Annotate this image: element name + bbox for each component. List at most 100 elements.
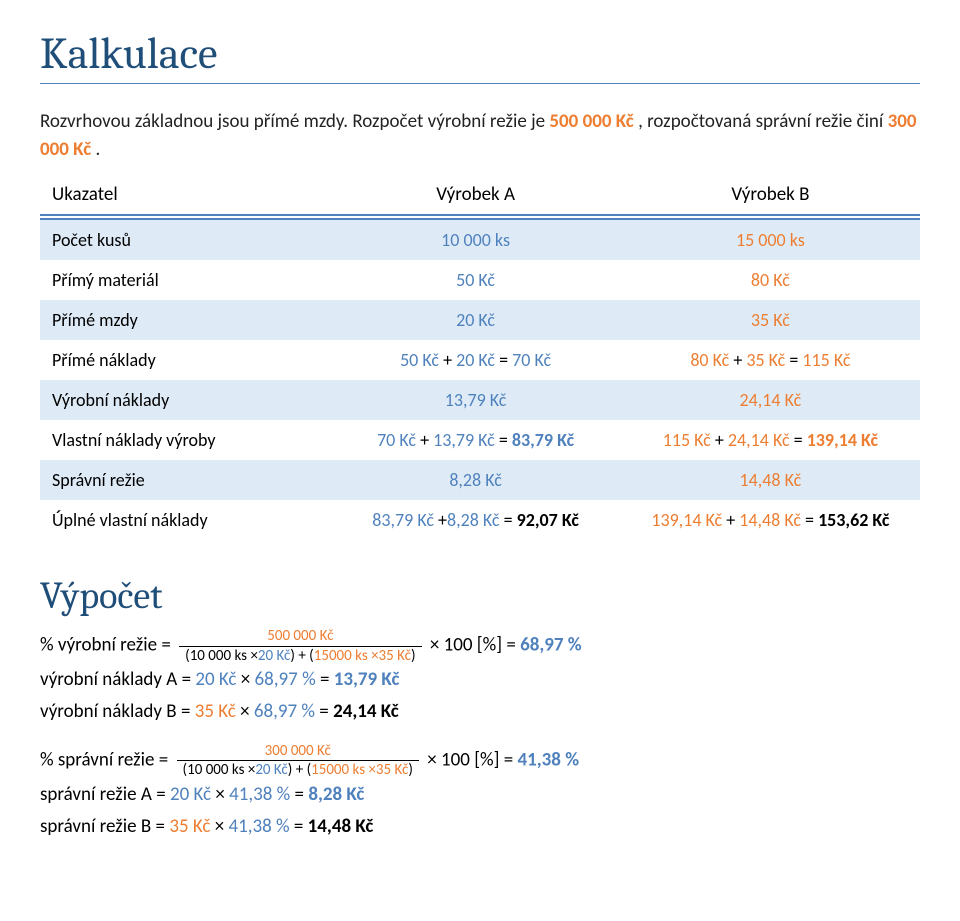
txt: ) + ( bbox=[288, 761, 311, 779]
fraction-denominator: (10 000 ks ×20 Kč) + (15000 ks ×35 Kč) bbox=[179, 647, 421, 665]
op: = bbox=[495, 349, 512, 371]
op: + bbox=[729, 349, 746, 371]
page-title: Kalkulace bbox=[40, 28, 920, 84]
calc-line: % výrobní režie = 500 000 Kč (10 000 ks … bbox=[40, 628, 920, 664]
intro-text: , rozpočtovaná správní režie činí bbox=[638, 110, 888, 133]
row-label: Přímý materiál bbox=[40, 260, 330, 300]
val: 83,79 Kč bbox=[512, 429, 574, 451]
cell: 50 Kč + 20 Kč = 70 Kč bbox=[330, 340, 620, 380]
op: = bbox=[500, 509, 517, 531]
fraction-denominator: (10 000 ks ×20 Kč) + (15000 ks ×35 Kč) bbox=[177, 761, 419, 779]
val: 20 Kč bbox=[456, 349, 495, 371]
calc-rhs: × 100 [%] = bbox=[430, 634, 520, 657]
calculation-block: % výrobní režie = 500 000 Kč (10 000 ks … bbox=[40, 628, 920, 843]
table-row: Správní režie 8,28 Kč 14,48 Kč bbox=[40, 460, 920, 500]
txt: 20 Kč bbox=[195, 668, 236, 691]
txt: × bbox=[210, 815, 228, 838]
cell: 83,79 Kč +8,28 Kč = 92,07 Kč bbox=[330, 500, 620, 540]
op: = bbox=[790, 429, 807, 451]
table-row: Počet kusů 10 000 ks 15 000 ks bbox=[40, 219, 920, 260]
header-ukazatel: Ukazatel bbox=[40, 181, 330, 215]
val: 139,14 Kč bbox=[651, 509, 722, 531]
cell: 80 Kč bbox=[621, 260, 920, 300]
txt: 20 Kč bbox=[258, 647, 290, 665]
row-label: Vlastní náklady výroby bbox=[40, 420, 330, 460]
intro-amount-1: 500 000 Kč bbox=[549, 110, 633, 133]
txt: × bbox=[250, 647, 257, 665]
txt: 35 Kč bbox=[169, 815, 210, 838]
row-label: Počet kusů bbox=[40, 219, 330, 260]
vypocet-title: Výpočet bbox=[40, 574, 920, 618]
val: 8,28 Kč bbox=[447, 509, 500, 531]
cell: 10 000 ks bbox=[330, 219, 620, 260]
txt: = bbox=[316, 668, 334, 691]
txt: výrobní náklady A = bbox=[40, 668, 195, 691]
row-label: Výrobní náklady bbox=[40, 380, 330, 420]
table-header: Ukazatel Výrobek A Výrobek B bbox=[40, 181, 920, 215]
cell: 80 Kč + 35 Kč = 115 Kč bbox=[621, 340, 920, 380]
txt: 68,97 % bbox=[255, 668, 316, 691]
intro-text: Rozvrhovou základnou jsou přímé mzdy. Ro… bbox=[40, 110, 549, 133]
op: = bbox=[495, 429, 512, 451]
calc-line: % správní režie = 300 000 Kč (10 000 ks … bbox=[40, 743, 920, 779]
calc-line: výrobní náklady A = 20 Kč × 68,97 % = 13… bbox=[40, 664, 920, 696]
op: + bbox=[434, 509, 447, 531]
txt: 41,38 % bbox=[229, 783, 290, 806]
row-label: Úplné vlastní náklady bbox=[40, 500, 330, 540]
cell: 15 000 ks bbox=[621, 219, 920, 260]
op: + bbox=[722, 509, 739, 531]
row-label: Správní režie bbox=[40, 460, 330, 500]
val: 115 Kč bbox=[802, 349, 850, 371]
txt: × bbox=[236, 668, 254, 691]
fraction-numerator: 300 000 Kč bbox=[177, 743, 419, 762]
val: 70 Kč bbox=[512, 349, 551, 371]
row-label: Přímé mzdy bbox=[40, 300, 330, 340]
txt: výrobní náklady B = bbox=[40, 700, 195, 723]
txt: = bbox=[315, 700, 333, 723]
val: 50 Kč bbox=[400, 349, 439, 371]
kalkulation-table: Ukazatel Výrobek A Výrobek B Počet kusů … bbox=[40, 181, 920, 540]
txt: 41,38 % bbox=[228, 815, 289, 838]
table-row: Vlastní náklady výroby 70 Kč + 13,79 Kč … bbox=[40, 420, 920, 460]
val: 83,79 Kč bbox=[372, 509, 434, 531]
cell: 35 Kč bbox=[621, 300, 920, 340]
cell: 13,79 Kč bbox=[330, 380, 620, 420]
val: 14,48 Kč bbox=[739, 509, 801, 531]
txt: správní režie A = bbox=[40, 783, 170, 806]
txt: (10 000 ks bbox=[183, 761, 248, 779]
table-row: Přímý materiál 50 Kč 80 Kč bbox=[40, 260, 920, 300]
txt: × bbox=[211, 783, 229, 806]
txt: 20 Kč bbox=[255, 761, 287, 779]
txt: 15000 ks ×35 Kč bbox=[311, 761, 408, 779]
txt: = bbox=[290, 815, 308, 838]
val: 92,07 Kč bbox=[517, 509, 579, 531]
calc-result: 68,97 % bbox=[520, 634, 582, 657]
val: 139,14 Kč bbox=[807, 429, 878, 451]
txt: správní režie B = bbox=[40, 815, 169, 838]
cell: 8,28 Kč bbox=[330, 460, 620, 500]
cell: 70 Kč + 13,79 Kč = 83,79 Kč bbox=[330, 420, 620, 460]
txt: ) + ( bbox=[290, 647, 313, 665]
spacer bbox=[40, 729, 920, 743]
txt: 8,28 Kč bbox=[308, 783, 364, 806]
txt: 15000 ks ×35 Kč bbox=[314, 647, 411, 665]
val: 80 Kč bbox=[690, 349, 729, 371]
val: 70 Kč bbox=[377, 429, 416, 451]
cell: 139,14 Kč + 14,48 Kč = 153,62 Kč bbox=[621, 500, 920, 540]
header-vyrobek-b: Výrobek B bbox=[621, 181, 920, 215]
table-row: Přímé náklady 50 Kč + 20 Kč = 70 Kč 80 K… bbox=[40, 340, 920, 380]
calc-rhs: × 100 [%] = bbox=[427, 748, 517, 771]
fraction: 500 000 Kč (10 000 ks ×20 Kč) + (15000 k… bbox=[175, 628, 425, 664]
txt: × bbox=[236, 700, 254, 723]
table-row: Úplné vlastní náklady 83,79 Kč +8,28 Kč … bbox=[40, 500, 920, 540]
table-row: Výrobní náklady 13,79 Kč 24,14 Kč bbox=[40, 380, 920, 420]
val: 153,62 Kč bbox=[818, 509, 889, 531]
cell: 20 Kč bbox=[330, 300, 620, 340]
txt: ) bbox=[411, 647, 416, 665]
calc-lhs: % výrobní režie = bbox=[40, 634, 175, 657]
cell: 24,14 Kč bbox=[621, 380, 920, 420]
op: + bbox=[439, 349, 456, 371]
calc-lhs: % správní režie = bbox=[40, 748, 173, 771]
op: + bbox=[416, 429, 433, 451]
txt: 68,97 % bbox=[254, 700, 315, 723]
